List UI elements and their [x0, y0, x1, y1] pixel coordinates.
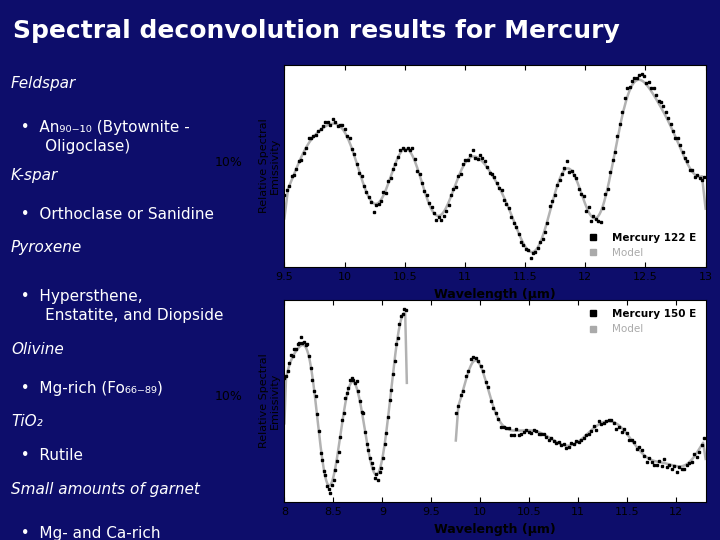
Text: •  Orthoclase or Sanidine: • Orthoclase or Sanidine	[11, 206, 214, 221]
Text: •  Rutile: • Rutile	[11, 448, 83, 463]
Text: •  Mg-rich (Fo₆₆₋₈₉): • Mg-rich (Fo₆₆₋₈₉)	[11, 381, 163, 395]
Legend: Mercury 150 E, Model: Mercury 150 E, Model	[579, 305, 701, 339]
Text: •  Hypersthene,
       Enstatite, and Diopside: • Hypersthene, Enstatite, and Diopside	[11, 289, 224, 323]
Legend: Mercury 122 E, Model: Mercury 122 E, Model	[579, 228, 701, 262]
Text: Spectral deconvolution results for Mercury: Spectral deconvolution results for Mercu…	[13, 19, 620, 43]
Y-axis label: Relative Spectral
Emissivity: Relative Spectral Emissivity	[258, 119, 280, 213]
Text: Pyroxene: Pyroxene	[11, 240, 82, 255]
Text: 10%: 10%	[215, 156, 243, 168]
X-axis label: Wavelength (μm): Wavelength (μm)	[434, 523, 556, 536]
X-axis label: Wavelength (μm): Wavelength (μm)	[434, 288, 556, 301]
Text: Small amounts of garnet: Small amounts of garnet	[11, 482, 200, 497]
Text: 10%: 10%	[215, 390, 243, 403]
Text: •  An₉₀₋₁₀ (Bytownite -
       Oligoclase): • An₉₀₋₁₀ (Bytownite - Oligoclase)	[11, 119, 190, 154]
Y-axis label: Relative Spectral
Emissivity: Relative Spectral Emissivity	[258, 354, 280, 448]
Text: Feldspar: Feldspar	[11, 76, 76, 91]
Text: TiO₂: TiO₂	[11, 414, 42, 429]
Text: •  Mg- and Ca-rich
       garnets: • Mg- and Ca-rich garnets	[11, 525, 161, 540]
Text: Olivine: Olivine	[11, 342, 64, 357]
Text: K-spar: K-spar	[11, 168, 58, 183]
